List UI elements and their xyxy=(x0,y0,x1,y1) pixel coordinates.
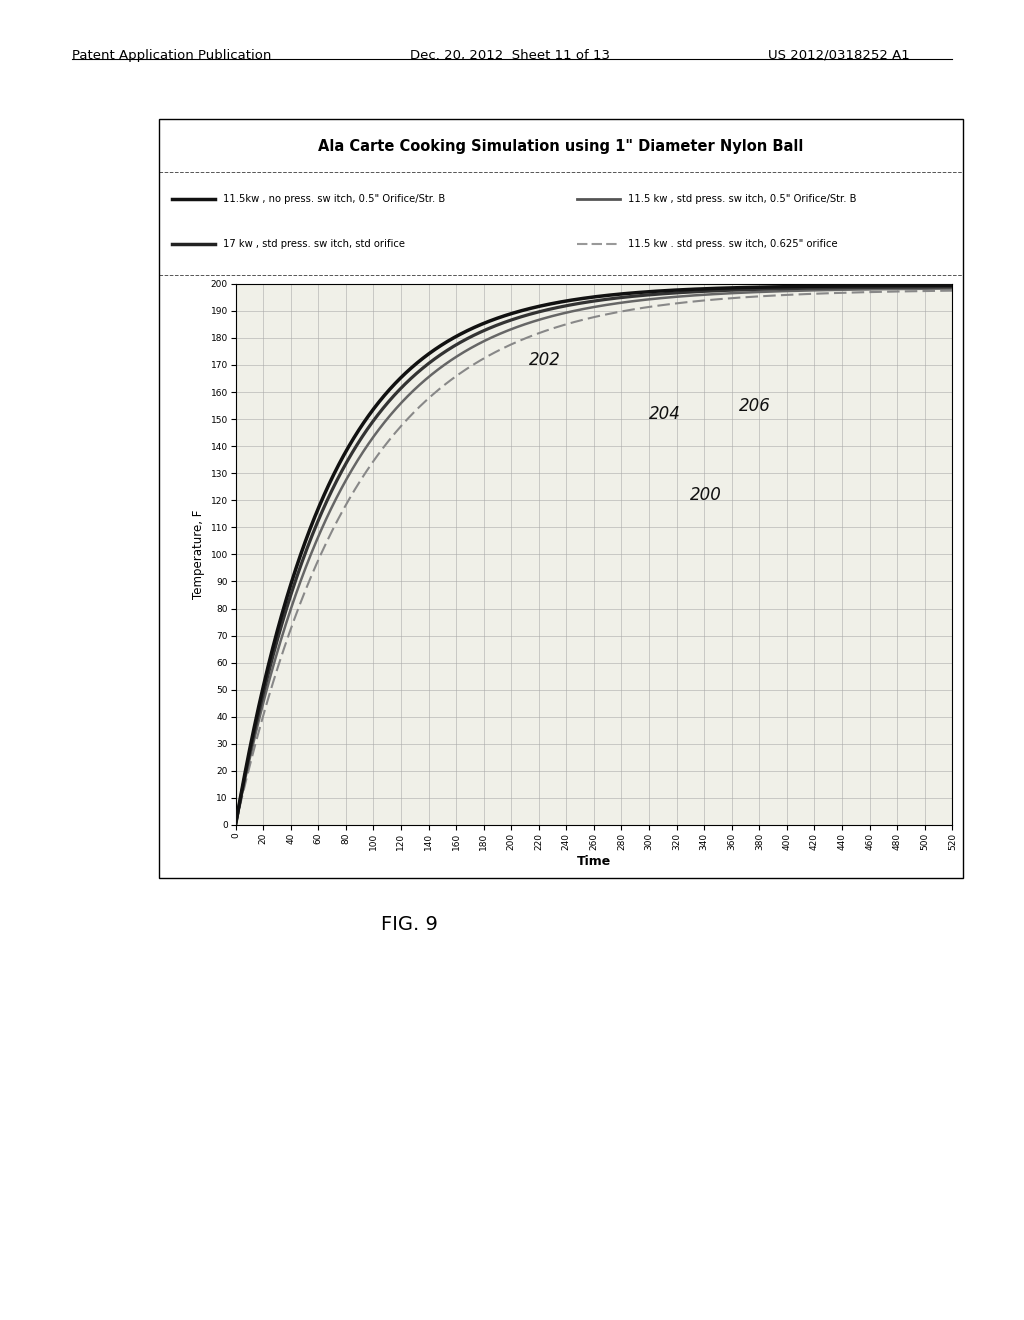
Text: 11.5kw , no press. sw itch, 0.5" Orifice/Str. B: 11.5kw , no press. sw itch, 0.5" Orifice… xyxy=(223,194,445,205)
Text: Dec. 20, 2012  Sheet 11 of 13: Dec. 20, 2012 Sheet 11 of 13 xyxy=(410,49,609,62)
Text: 206: 206 xyxy=(738,397,770,414)
Text: 200: 200 xyxy=(690,486,722,504)
Text: Ala Carte Cooking Simulation using 1" Diameter Nylon Ball: Ala Carte Cooking Simulation using 1" Di… xyxy=(318,139,803,153)
Text: 11.5 kw , std press. sw itch, 0.5" Orifice/Str. B: 11.5 kw , std press. sw itch, 0.5" Orifi… xyxy=(628,194,857,205)
Text: FIG. 9: FIG. 9 xyxy=(381,915,438,933)
Text: 11.5 kw . std press. sw itch, 0.625" orifice: 11.5 kw . std press. sw itch, 0.625" ori… xyxy=(628,239,838,249)
X-axis label: Time: Time xyxy=(577,855,611,869)
Text: Patent Application Publication: Patent Application Publication xyxy=(72,49,271,62)
Text: 17 kw , std press. sw itch, std orifice: 17 kw , std press. sw itch, std orifice xyxy=(223,239,406,249)
Text: US 2012/0318252 A1: US 2012/0318252 A1 xyxy=(768,49,909,62)
Y-axis label: Temperature, F: Temperature, F xyxy=(193,510,205,599)
Text: 202: 202 xyxy=(529,351,561,370)
Text: 204: 204 xyxy=(649,405,681,424)
